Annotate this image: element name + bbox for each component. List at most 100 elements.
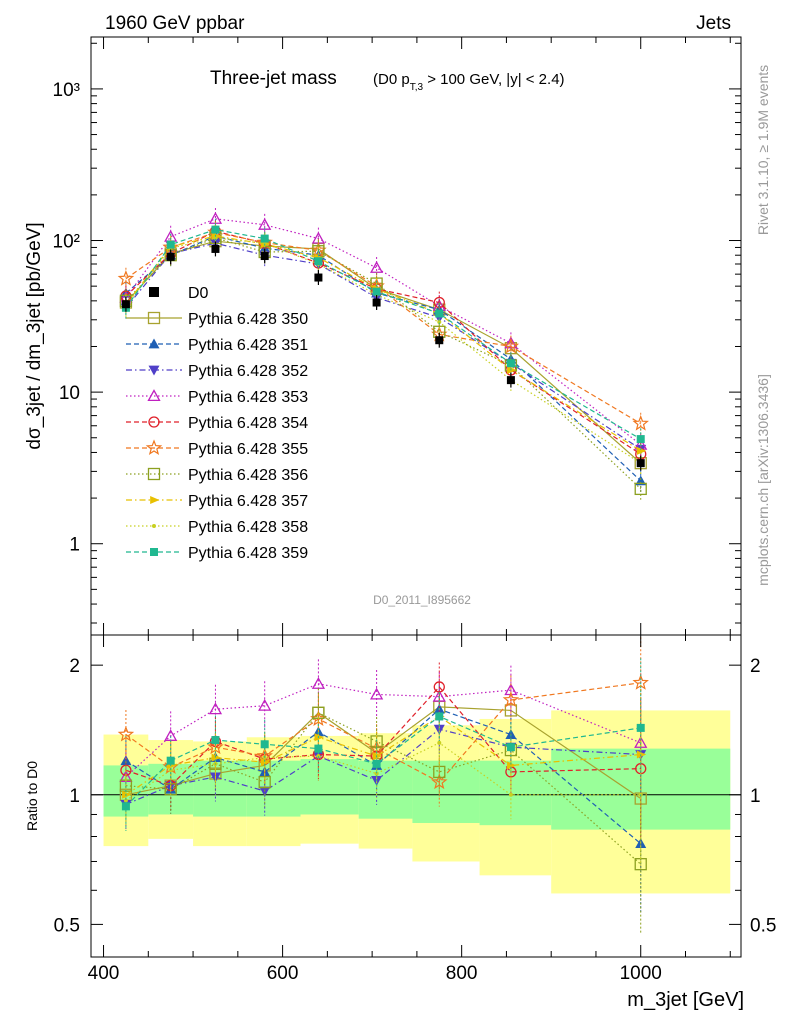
data-point <box>314 273 323 282</box>
ratio-band-stat <box>358 760 413 819</box>
main-y-axis-label: dσ_3jet / dm_3jet [pb/GeV] <box>24 222 45 449</box>
series-point-355 <box>117 270 135 286</box>
series-point-359 <box>372 287 381 296</box>
legend-label-355: Pythia 6.428 355 <box>188 441 308 458</box>
legend-label-353: Pythia 6.428 353 <box>188 389 308 406</box>
legend-marker-359 <box>150 548 158 556</box>
ratio-point-353 <box>311 676 326 689</box>
mcplots-citation-label: mcplots.cern.ch [arXiv:1306.3436] <box>755 374 771 586</box>
series-point-357 <box>636 446 647 455</box>
ratio-point-358 <box>508 792 513 797</box>
y-tick-label-ratio-right: 2 <box>750 656 761 677</box>
legend-label-350: Pythia 6.428 350 <box>188 311 308 328</box>
data-point <box>121 300 130 309</box>
ratio-y-axis-label: Ratio to D0 <box>24 761 40 831</box>
ratio-line-358 <box>125 742 641 801</box>
chart-subtitle: (D0 pT,3 > 100 GeV, |y| < 2.4) <box>373 71 565 93</box>
series-point-359 <box>260 234 269 243</box>
y-tick-label-ratio-left: 2 <box>69 656 80 677</box>
legend: D0 Pythia 6.428 350 Pythia 6.428 351 Pythia… <box>126 285 308 562</box>
ratio-band-stat <box>300 759 359 815</box>
data-point <box>211 244 220 253</box>
ratio-point-357 <box>260 758 271 767</box>
legend-marker-358 <box>152 524 156 528</box>
series-point-355 <box>502 337 520 354</box>
ratio-point-358 <box>123 798 128 803</box>
rivet-version-label: Rivet 3.1.10, ≥ 1.9M events <box>755 65 771 235</box>
legend-label-352: Pythia 6.428 352 <box>188 363 308 380</box>
series-line-355 <box>125 231 642 425</box>
legend-marker-353 <box>147 389 161 402</box>
ratio-point-353 <box>370 687 384 700</box>
y-tick-label-main: 10² <box>53 232 80 253</box>
legend-label-354: Pythia 6.428 354 <box>188 415 308 432</box>
legend-marker-352 <box>148 365 160 376</box>
series-point-359 <box>435 309 444 318</box>
ratio-point-359 <box>166 756 175 765</box>
chart-title: Three-jet mass <box>210 68 337 89</box>
legend-marker-354 <box>148 416 160 428</box>
data-point <box>166 252 175 261</box>
ratio-point-355 <box>502 691 520 708</box>
ratio-point-357 <box>636 750 647 759</box>
y-tick-label-ratio-right: 0.5 <box>750 915 776 936</box>
ratio-point-355 <box>117 725 135 742</box>
y-tick-label-ratio-right: 1 <box>750 786 761 807</box>
series-line-358 <box>125 237 642 464</box>
ratio-point-358 <box>437 740 442 745</box>
legend-marker-data <box>149 287 159 297</box>
energy-label: 1960 GeV ppbar <box>105 13 245 34</box>
x-axis-label: m_3jet [GeV] <box>627 989 744 1011</box>
ratio-line-352 <box>125 728 641 805</box>
legend-marker-351 <box>148 338 160 349</box>
series-point-359 <box>211 225 220 234</box>
x-tick-label: 1000 <box>620 963 662 984</box>
legend-label-358: Pythia 6.428 358 <box>188 519 308 536</box>
main-series-layer <box>117 207 649 500</box>
data-point <box>260 252 269 261</box>
analysis-id: D0_2011_I895662 <box>373 593 471 607</box>
series-point-359 <box>166 240 175 249</box>
process-label: Jets <box>696 13 731 34</box>
ratio-series-layer <box>117 635 649 934</box>
legend-label-356: Pythia 6.428 356 <box>188 467 308 484</box>
legend-label-data: D0 <box>188 285 209 302</box>
ratio-point-359 <box>372 759 381 768</box>
series-point-359 <box>314 257 323 266</box>
ratio-point-357 <box>507 761 517 770</box>
ratio-point-356 <box>258 775 271 789</box>
ratio-point-354 <box>433 681 445 693</box>
series-point-355 <box>632 414 649 431</box>
y-tick-label-main: 10³ <box>53 80 80 101</box>
legend-marker-350 <box>147 311 161 325</box>
ratio-point-359 <box>314 744 323 753</box>
ratio-uncertainty-bands <box>103 710 731 894</box>
legend-marker-357 <box>150 496 160 504</box>
ratio-point-359 <box>506 743 515 752</box>
x-tick-label: 800 <box>446 963 478 984</box>
ratio-point-353 <box>258 698 272 711</box>
series-point-358 <box>213 235 218 240</box>
y-tick-label-main: 10 <box>59 383 80 404</box>
ratio-point-359 <box>121 802 130 811</box>
ratio-point-358 <box>374 771 379 776</box>
ratio-point-358 <box>168 768 173 773</box>
x-tick-label: 400 <box>88 963 120 984</box>
series-point-356 <box>634 482 647 496</box>
ratio-point-357 <box>211 753 221 762</box>
y-tick-label-ratio-left: 0.5 <box>54 915 80 936</box>
legend-label-351: Pythia 6.428 351 <box>188 337 308 354</box>
y-tick-label-ratio-left: 1 <box>69 786 80 807</box>
axis-ticks: 400 600 800 1000 1 10 10² 10³ 0.5 0.5 1 1 2 2 <box>53 37 776 984</box>
series-point-359 <box>506 359 515 368</box>
ratio-point-357 <box>314 733 324 742</box>
data-point <box>372 298 381 307</box>
legend-marker-356 <box>147 467 161 481</box>
data-point <box>435 336 444 345</box>
y-tick-label-main: 1 <box>69 535 80 556</box>
legend-label-357: Pythia 6.428 357 <box>188 493 308 510</box>
ratio-point-357 <box>372 752 383 761</box>
series-line-353 <box>125 218 642 446</box>
ratio-band-stat <box>412 760 480 823</box>
ratio-plot-frame <box>90 634 742 958</box>
